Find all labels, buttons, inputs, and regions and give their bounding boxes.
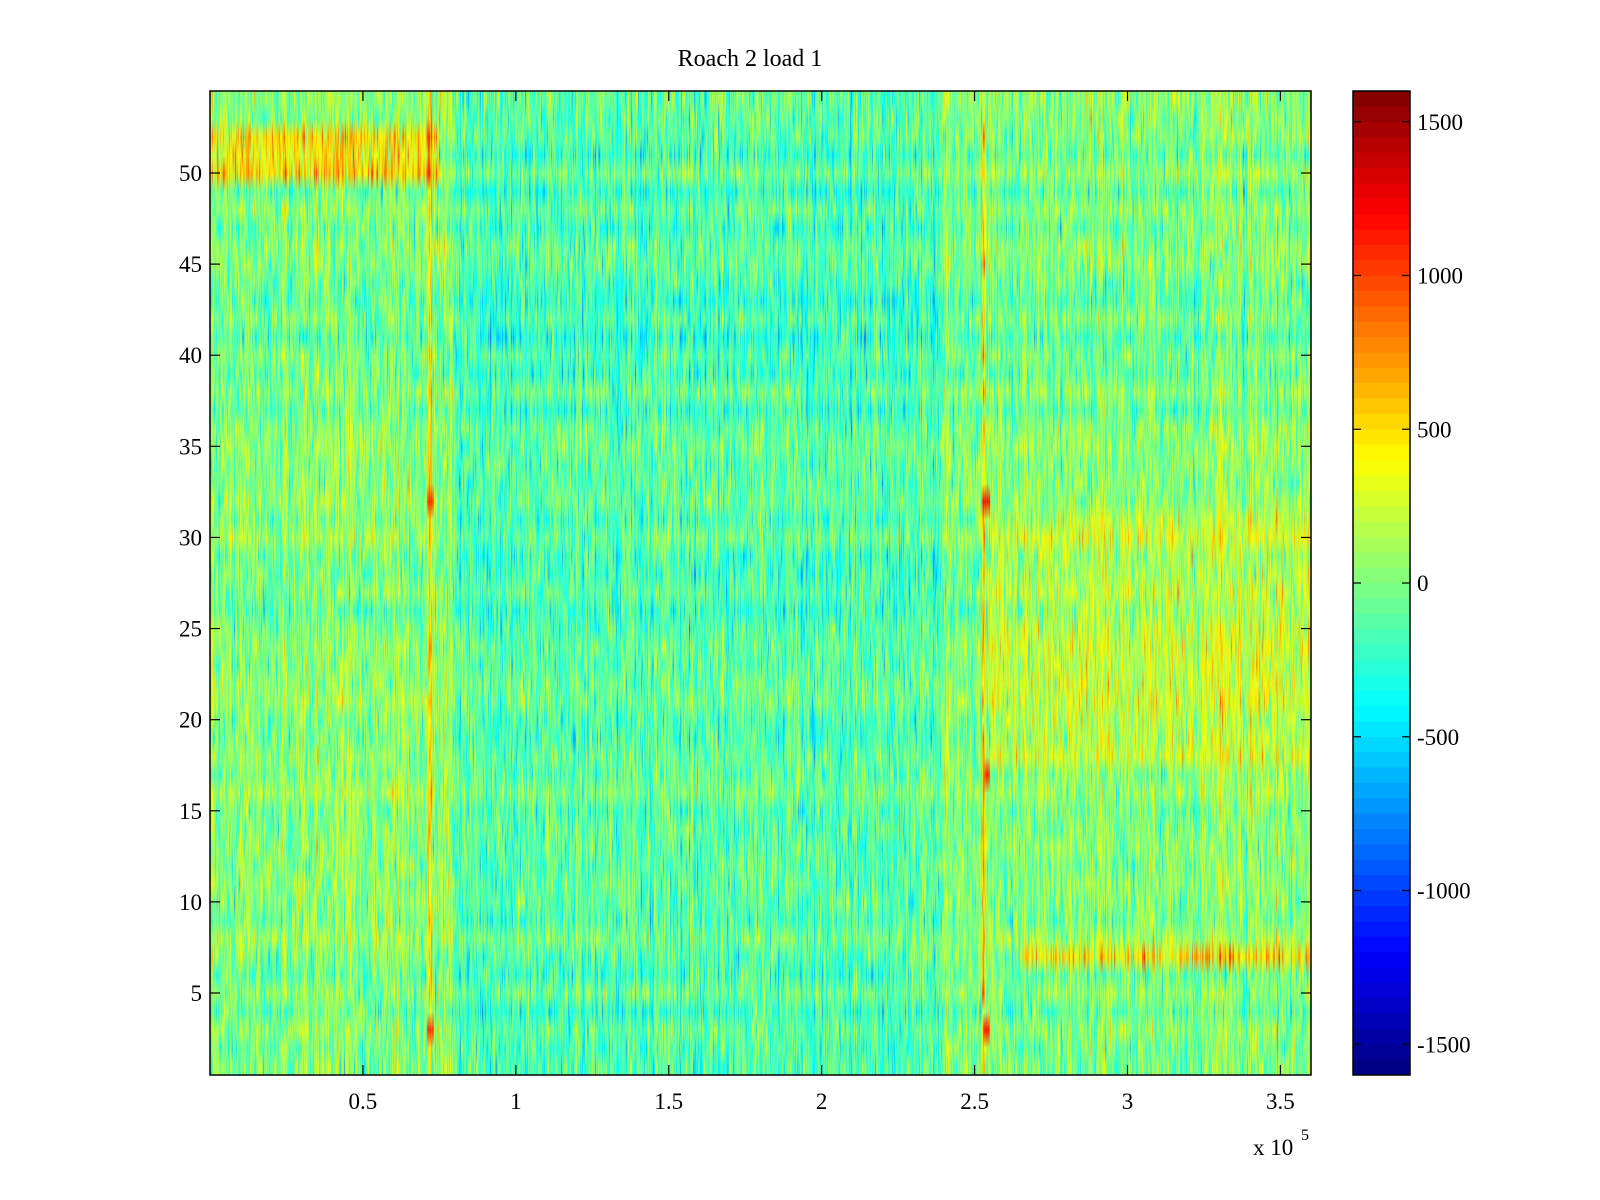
colorbar-tick-label: -500: [1417, 725, 1459, 750]
y-tick-label: 15: [179, 799, 202, 824]
colorbar-tick-label: -1500: [1417, 1032, 1471, 1057]
y-tick-label: 35: [179, 434, 202, 459]
colorbar-tick-label: 500: [1417, 417, 1452, 442]
y-tick-label: 5: [191, 981, 203, 1006]
x-tick-label: 0.5: [349, 1089, 378, 1114]
colorbar-gradient: [1353, 91, 1410, 1075]
heatmap-image: [210, 91, 1311, 1075]
y-tick-label: 50: [179, 161, 202, 186]
y-tick-label: 10: [179, 890, 202, 915]
x-tick-label: 3.5: [1266, 1089, 1295, 1114]
x-tick-label: 3: [1122, 1089, 1134, 1114]
plot-area: [209, 90, 1312, 1076]
colorbar: -1500 -1000 -500 0 500 1000 1500: [1352, 90, 1471, 1076]
y-tick-label: 25: [179, 617, 202, 642]
colorbar-tick-label: -1000: [1417, 879, 1471, 904]
x-multiplier-exponent: 5: [1301, 1127, 1309, 1144]
colorbar-tick-label: 0: [1417, 571, 1429, 596]
plot-frame: [209, 90, 1312, 1076]
x-tick-label: 1.5: [654, 1089, 683, 1114]
colorbar-tick-label: 1000: [1417, 264, 1463, 289]
y-tick-label: 40: [179, 343, 202, 368]
x-tick-label: 2.5: [960, 1089, 989, 1114]
x-axis-multiplier: x 10 5: [1253, 1127, 1309, 1160]
y-axis: 5 10 15 20 25 30 35 40 45 50: [179, 161, 1311, 1006]
y-tick-label: 20: [179, 708, 202, 733]
x-multiplier-base: x 10: [1253, 1135, 1293, 1160]
y-tick-label: 45: [179, 252, 202, 277]
chart-title: Roach 2 load 1: [678, 46, 823, 72]
x-tick-label: 2: [816, 1089, 828, 1114]
x-tick-label: 1: [510, 1089, 522, 1114]
x-axis: 0.5 1 1.5 2 2.5 3 3.5: [349, 91, 1295, 1114]
colorbar-ticks: -1500 -1000 -500 0 500 1000 1500: [1353, 110, 1471, 1057]
y-tick-label: 30: [179, 525, 202, 550]
colorbar-tick-label: 1500: [1417, 110, 1463, 135]
